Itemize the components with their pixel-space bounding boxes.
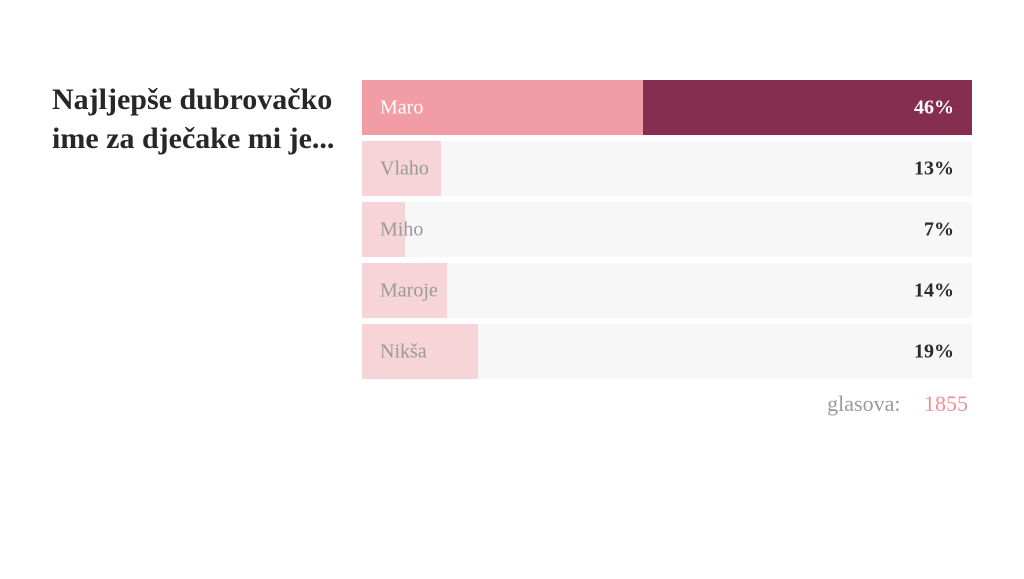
option-label: Nikša	[380, 340, 427, 363]
votes-line: glasova: 1855	[362, 391, 972, 417]
poll-widget: Najljepše dubrovačko ime za dječake mi j…	[0, 0, 1024, 417]
option-percent: 14%	[914, 279, 954, 302]
poll-option-row[interactable]: Vlaho 13%	[362, 141, 972, 196]
option-label: Miho	[380, 218, 423, 241]
option-label: Vlaho	[380, 157, 429, 180]
poll-option-row[interactable]: Miho 7%	[362, 202, 972, 257]
votes-count: 1855	[924, 391, 968, 416]
poll-option-row[interactable]: Nikša 19%	[362, 324, 972, 379]
option-percent: 7%	[924, 218, 954, 241]
bar-track	[362, 263, 972, 318]
poll-results: Maro 46% Vlaho 13% Miho 7% Maroje 14% Ni…	[362, 80, 972, 417]
poll-title: Najljepše dubrovačko ime za dječake mi j…	[52, 80, 338, 158]
option-percent: 46%	[914, 96, 954, 119]
poll-option-row[interactable]: Maro 46%	[362, 80, 972, 135]
option-label: Maroje	[380, 279, 438, 302]
bar-track	[362, 141, 972, 196]
option-percent: 13%	[914, 157, 954, 180]
poll-title-block: Najljepše dubrovačko ime za dječake mi j…	[52, 80, 362, 158]
bar-track	[362, 202, 972, 257]
option-percent: 19%	[914, 340, 954, 363]
votes-label: glasova:	[827, 391, 900, 416]
option-label: Maro	[380, 96, 423, 119]
poll-option-row[interactable]: Maroje 14%	[362, 263, 972, 318]
